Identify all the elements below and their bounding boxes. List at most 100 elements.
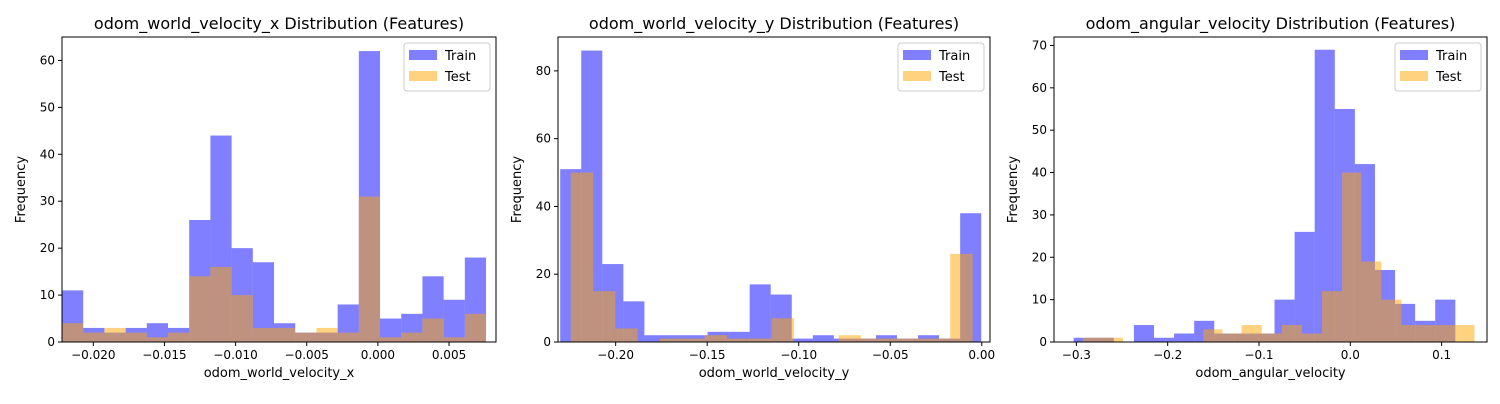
legend-swatch-test (1400, 71, 1428, 81)
y-tick-label: 50 (40, 100, 55, 114)
y-tick-label: 80 (536, 64, 551, 78)
bar-train (1153, 337, 1175, 342)
bar-test (443, 337, 465, 342)
y-tick-label: 20 (40, 241, 55, 255)
legend-swatch-test (409, 71, 437, 81)
legend-label-train: Train (1435, 49, 1467, 64)
y-tick-label: 40 (536, 199, 551, 213)
bar-test (682, 338, 705, 342)
x-tick-label: 0.005 (432, 348, 466, 362)
bar-test (337, 332, 359, 342)
x-tick-label: −0.015 (142, 348, 186, 362)
y-tick-label: 40 (40, 147, 55, 161)
x-tick-label: 0.1 (1432, 348, 1451, 362)
bar-train (812, 335, 834, 342)
bar-test (1241, 325, 1262, 342)
chart-3: −0.3 −0.2 −0.1 0.0 0.1 0 10 20 30 40 50 60 70 odom_an… (1006, 14, 1488, 381)
bar-test (274, 327, 296, 342)
y-tick-label: 20 (536, 267, 551, 281)
bar-train (791, 338, 813, 342)
bar-test (231, 295, 253, 342)
bar-test (726, 338, 750, 342)
bar-train (252, 262, 275, 342)
y-tick-label: 60 (536, 132, 551, 146)
x-tick-label: 0.0 (1341, 348, 1360, 362)
chart-2: −0.20 −0.15 −0.10 −0.05 0.00 0 20 40 60 80 odom_wo… (510, 14, 995, 381)
bar-test (83, 332, 105, 342)
x-axis-label: odom_world_velocity_x (204, 366, 355, 381)
bar-test (1421, 325, 1442, 342)
bar-test (1222, 333, 1242, 342)
legend-label-test: Test (444, 70, 471, 85)
bar-test (927, 338, 951, 342)
legend-label-test: Test (938, 70, 965, 85)
y-tick-label: 60 (1032, 81, 1047, 95)
y-tick-label: 70 (1032, 38, 1047, 52)
y-tick-label: 40 (1032, 166, 1047, 180)
y-tick-label: 10 (40, 288, 55, 302)
bar-test (1281, 325, 1302, 342)
bar-test (615, 328, 638, 342)
bar-test (252, 327, 275, 342)
bar-test (860, 338, 884, 342)
bar-test (210, 266, 232, 342)
y-tick-label: 20 (1032, 250, 1047, 264)
bar-train (1314, 49, 1335, 342)
legend-swatch-train (903, 50, 931, 60)
bar-train (728, 331, 750, 342)
bar-train (443, 299, 465, 342)
y-tick-label: 30 (1032, 208, 1047, 222)
bar-test (464, 313, 487, 342)
bar-test (704, 335, 727, 342)
y-tick-label: 0 (47, 335, 55, 349)
legend: Train Test (897, 42, 985, 92)
bar-test (1381, 299, 1402, 342)
y-tick-label: 10 (1032, 293, 1047, 307)
bar-test (380, 337, 402, 342)
bar-test (1102, 337, 1123, 342)
bar-test (1082, 337, 1103, 342)
y-axis-label: Frequency (14, 156, 29, 223)
bar-test (1361, 261, 1382, 342)
legend-swatch-train (409, 50, 437, 60)
bar-test (905, 338, 928, 342)
bar-test (771, 318, 794, 342)
x-tick-label: −0.10 (780, 348, 817, 362)
axes-frame (1053, 36, 1488, 343)
x-tick-label: −0.15 (689, 348, 726, 362)
chart-title: odom_angular_velocity Distribution (Feat… (1086, 14, 1456, 34)
bar-test (1321, 291, 1343, 342)
bar-test (883, 338, 906, 342)
legend-swatch-test (903, 71, 931, 81)
x-tick-label: −0.1 (1244, 348, 1273, 362)
y-tick-label: 0 (543, 335, 551, 349)
bar-test (1203, 329, 1223, 342)
bar-test (168, 332, 190, 342)
bar-test (950, 253, 973, 342)
bar-train (644, 335, 666, 342)
axes-frame (557, 36, 991, 343)
bar-test (62, 323, 84, 342)
bar-train (1133, 325, 1154, 342)
bar-test (295, 332, 317, 342)
bar-test (401, 332, 423, 342)
x-tick-label: −0.020 (71, 348, 115, 362)
y-axis-label: Frequency (1006, 156, 1021, 223)
y-tick-label: 30 (40, 194, 55, 208)
legend-label-train: Train (938, 49, 970, 64)
bar-test (659, 338, 683, 342)
chart-title: odom_world_velocity_x Distribution (Feat… (94, 14, 464, 34)
bar-test (1342, 172, 1362, 342)
y-tick-label: 0 (1039, 335, 1047, 349)
x-axis-label: odom_world_velocity_y (699, 366, 850, 381)
x-tick-label: −0.2 (1153, 348, 1182, 362)
y-tick-label: 60 (40, 53, 55, 67)
bar-test (358, 196, 381, 342)
bar-test (1460, 325, 1475, 342)
legend-swatch-train (1400, 50, 1428, 60)
legend: Train Test (403, 42, 491, 92)
bar-test (749, 338, 772, 342)
bar-test (1441, 325, 1461, 342)
x-tick-label: −0.005 (285, 348, 329, 362)
